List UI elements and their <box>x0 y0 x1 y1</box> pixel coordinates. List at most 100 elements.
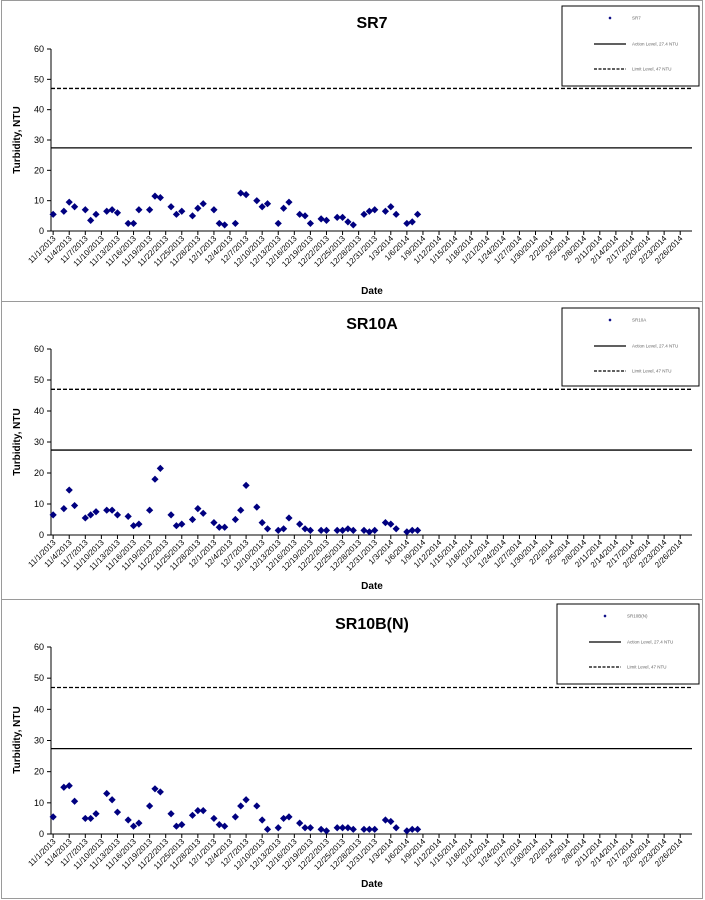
data-point <box>221 221 229 229</box>
data-point <box>178 207 186 215</box>
data-point <box>135 520 143 528</box>
data-point <box>172 522 181 530</box>
data-point <box>285 514 293 522</box>
chart-svg-sr10a: SR10A010203040506011/1/201311/4/201311/7… <box>12 307 700 592</box>
data-point <box>231 515 239 524</box>
data-point <box>135 819 143 827</box>
data-point <box>253 503 261 511</box>
data-point <box>344 218 352 226</box>
data-point <box>237 802 245 810</box>
data-point <box>65 198 73 206</box>
data-point <box>274 219 282 228</box>
chart-title: SR10A <box>346 316 398 333</box>
data-point <box>103 207 111 215</box>
chart-svg-sr7: SR7010203040506011/1/201311/4/201311/7/2… <box>12 5 700 297</box>
data-point <box>381 519 390 527</box>
data-point <box>387 817 395 826</box>
data-point <box>210 206 218 214</box>
y-tick-label: 40 <box>34 406 44 416</box>
data-point <box>349 526 357 534</box>
data-point <box>124 512 132 520</box>
data-point <box>296 210 304 218</box>
data-point <box>135 206 143 214</box>
data-point <box>387 520 395 528</box>
data-point <box>199 807 207 815</box>
chart-panel-sr7: SR7 0 10 20 30 40 50 60 11/1/2013 11/4/2013 11/7/2… <box>1 0 703 302</box>
data-point <box>263 200 272 208</box>
data-point <box>167 203 175 211</box>
legend-marker-label: SR7 <box>632 16 641 21</box>
data-point <box>81 514 89 522</box>
data-point <box>333 213 341 221</box>
y-tick-label: 40 <box>34 105 44 115</box>
y-tick-label: 60 <box>34 44 44 54</box>
data-point <box>371 206 379 214</box>
data-point <box>301 824 309 832</box>
data-point <box>263 825 272 833</box>
data-point <box>253 197 261 205</box>
data-point <box>172 822 181 830</box>
y-axis-label: Turbidity, NTU <box>12 706 23 773</box>
y-tick-label: 0 <box>39 530 44 540</box>
data-point <box>215 523 223 531</box>
data-point <box>87 814 95 823</box>
data-point <box>124 816 132 824</box>
data-point <box>387 203 395 211</box>
data-point <box>381 207 390 215</box>
data-point <box>156 788 164 796</box>
data-point <box>194 505 202 513</box>
data-point <box>221 822 229 830</box>
data-point <box>371 825 379 833</box>
data-point <box>392 210 400 218</box>
data-point <box>146 506 154 514</box>
data-point <box>210 814 218 823</box>
legend-marker <box>608 16 612 20</box>
data-point <box>344 525 352 533</box>
legend-box <box>561 307 700 387</box>
data-point <box>172 210 181 218</box>
data-point <box>70 797 79 805</box>
data-point <box>87 216 95 224</box>
y-tick-label: 10 <box>34 499 44 509</box>
y-axis-label: Turbidity, NTU <box>12 408 23 475</box>
data-point <box>156 194 164 202</box>
data-point <box>301 525 309 533</box>
data-point <box>360 526 368 534</box>
y-tick-label: 30 <box>34 736 44 746</box>
data-point <box>413 526 422 534</box>
x-axis-label: Date <box>361 581 383 592</box>
y-axis-label: Turbidity, NTU <box>12 106 23 173</box>
data-point <box>274 526 282 534</box>
data-point <box>151 192 159 200</box>
data-point <box>60 207 68 215</box>
data-point <box>92 210 100 218</box>
data-point <box>408 218 416 226</box>
y-tick-label: 20 <box>34 468 44 478</box>
data-point <box>392 824 400 832</box>
data-point <box>188 811 197 819</box>
data-point <box>338 824 347 832</box>
data-point <box>237 189 245 197</box>
data-point <box>194 807 202 815</box>
legend-marker <box>603 614 607 618</box>
data-point <box>306 824 315 832</box>
y-tick-label: 50 <box>34 375 44 385</box>
data-point <box>349 221 357 229</box>
legend-dashed-label: Limit Level, 47 NTU <box>632 369 672 374</box>
data-point <box>338 213 347 221</box>
data-point <box>306 526 315 534</box>
data-point <box>360 210 368 218</box>
y-tick-label: 20 <box>34 767 44 777</box>
data-point <box>178 520 186 528</box>
data-point <box>322 827 331 835</box>
data-point <box>65 782 73 790</box>
data-point <box>403 219 411 228</box>
chart-panel-sr10bn: SR10B(N) 0 10 20 30 40 50 60 11/1/2013 11/4/2013 1… <box>1 599 703 899</box>
data-point <box>194 204 202 212</box>
y-tick-label: 60 <box>34 642 44 652</box>
data-point <box>253 802 261 810</box>
data-point <box>146 206 154 214</box>
data-point <box>285 198 293 206</box>
data-point <box>392 525 400 533</box>
data-point <box>92 810 100 818</box>
